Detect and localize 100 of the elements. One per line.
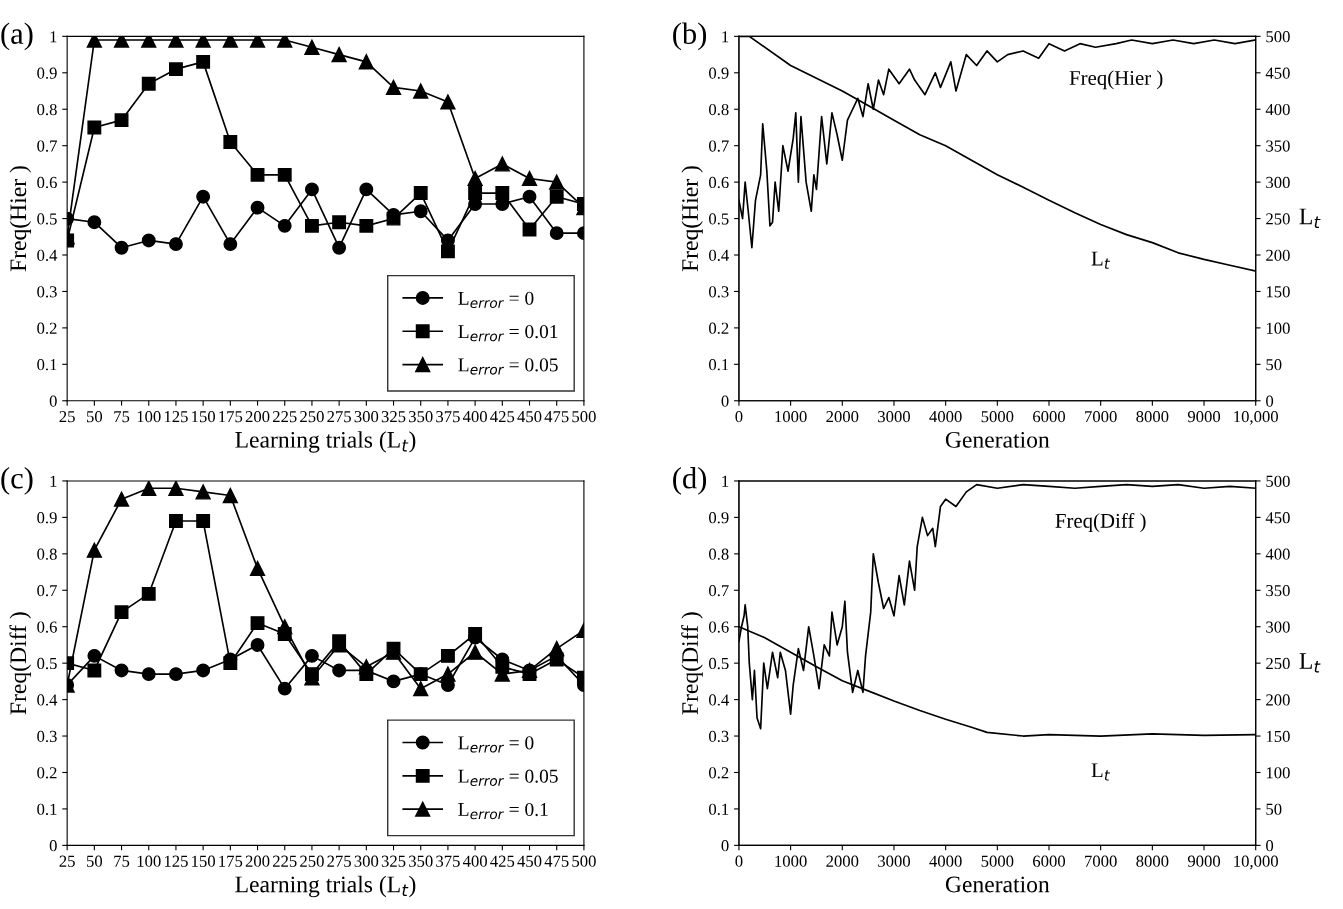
x-tick-label: 9000	[1187, 410, 1221, 423]
y-axis-title: Freq(Diff )	[9, 612, 32, 715]
y2-tick-label: 350	[1266, 584, 1290, 597]
y-tick-label: 0.8	[37, 548, 57, 560]
y-tick-label: 0.7	[37, 584, 57, 597]
x-axis-title: Learning trials (L$_{t}$)	[235, 875, 416, 898]
y-tick-label: 0.2	[37, 322, 57, 334]
x-tick-label: 500	[572, 410, 596, 423]
series-label: L$_{t}$	[1091, 763, 1111, 781]
y-tick-label: 0.8	[709, 548, 729, 560]
x-tick-label: 5000	[981, 410, 1014, 423]
x-tick-label: 3000	[878, 410, 910, 423]
y2-tick-label: 0	[1266, 395, 1274, 407]
x-tick-label: 6000	[1033, 410, 1066, 423]
x-tick-label: 475	[544, 855, 569, 867]
y2-tick-label: 0	[1266, 840, 1274, 852]
y2-tick-label: 100	[1266, 322, 1290, 334]
y2-tick-label: 500	[1266, 475, 1290, 487]
y-tick-label: 0	[49, 395, 57, 407]
y-tick-label: 0.3	[37, 730, 57, 743]
chart-title: (a)	[1, 22, 33, 51]
y-tick-label: 0.9	[709, 67, 729, 79]
x-tick-label: 3000	[878, 855, 910, 867]
x-tick-label: 375	[436, 411, 460, 423]
x-tick-label: 7000	[1085, 855, 1117, 867]
y-tick-label: 0.3	[37, 286, 57, 298]
y-tick-label: 0.6	[709, 176, 729, 189]
x-tick-label: 225	[272, 855, 297, 867]
y2-tick-label: 250	[1266, 213, 1290, 225]
y-tick-label: 0.1	[709, 359, 729, 371]
x-tick-label: 450	[517, 855, 542, 867]
x-tick-label: 475	[544, 411, 569, 423]
y2-tick-label: 100	[1266, 767, 1290, 779]
x-tick-label: 500	[572, 855, 596, 867]
y-tick-label: 1	[722, 475, 729, 487]
x-tick-label: 2000	[826, 410, 859, 423]
y-tick-label: 0.4	[709, 694, 729, 706]
y-tick-label: 0.2	[709, 767, 729, 779]
x-tick-label: 1000	[775, 855, 807, 867]
x-axis-title: Generation	[945, 431, 1050, 448]
y2-tick-label: 200	[1266, 694, 1290, 706]
x-tick-label: 350	[409, 410, 433, 423]
y-tick-label: 0.7	[37, 140, 57, 152]
x-tick-label: 125	[164, 855, 188, 867]
x-tick-label: 400	[462, 410, 487, 423]
x-tick-label: 10,000	[1234, 855, 1278, 870]
y2-tick-label: 200	[1266, 249, 1290, 261]
y-tick-label: 0.7	[709, 584, 729, 597]
y-tick-label: 0.9	[37, 67, 57, 79]
x-axis-title: Learning trials (L$_{t}$)	[235, 431, 416, 453]
y-tick-label: 0.2	[37, 767, 57, 779]
y-tick-label: 0.6	[37, 621, 57, 633]
x-tick-label: 100	[137, 410, 161, 423]
x-tick-label: 9000	[1187, 855, 1221, 867]
x-tick-label: 4000	[929, 855, 962, 867]
x-tick-label: 6000	[1033, 855, 1066, 867]
x-tick-label: 50	[86, 410, 103, 423]
y-tick-label: 0.3	[709, 730, 729, 743]
x-tick-label: 75	[114, 855, 130, 867]
y-tick-label: 0.4	[37, 694, 58, 706]
y-tick-label: 1	[50, 31, 57, 43]
x-tick-label: 400	[462, 855, 487, 867]
x-tick-label: 450	[517, 410, 542, 423]
y2-tick-label: 450	[1265, 67, 1290, 79]
x-tick-label: 200	[245, 855, 270, 867]
x-tick-label: 100	[137, 855, 161, 867]
legend-label: L$_{error}$ = 0.01	[458, 325, 558, 342]
legend-label: L$_{error}$ = 0.1	[458, 802, 548, 820]
y-tick-label: 0	[49, 840, 57, 852]
x-tick-label: 275	[327, 411, 351, 423]
y2-axis-title: L$_{t}$	[1299, 653, 1321, 673]
legend-label: L$_{error}$ = 0	[458, 291, 534, 309]
y2-tick-label: 350	[1266, 140, 1290, 152]
y2-tick-label: 300	[1266, 621, 1290, 633]
chart-title: (d)	[673, 467, 707, 495]
series-label: Freq(Hier )	[1069, 70, 1163, 90]
y-tick-label: 0.9	[37, 512, 57, 524]
x-tick-label: 250	[300, 410, 324, 423]
y-tick-label: 0.8	[37, 103, 57, 116]
y-tick-label: 1	[722, 31, 729, 43]
x-tick-label: 25	[59, 855, 75, 867]
x-tick-label: 2000	[826, 855, 859, 867]
x-tick-label: 75	[114, 411, 130, 423]
y-tick-label: 0.1	[37, 359, 57, 371]
x-tick-label: 175	[219, 855, 243, 867]
series-label: L$_{t}$	[1091, 251, 1111, 269]
y-tick-label: 0.1	[709, 803, 729, 815]
chart-title: (c)	[1, 467, 33, 495]
y-tick-label: 1	[50, 475, 57, 487]
x-tick-label: 225	[272, 411, 297, 423]
x-tick-label: 8000	[1136, 410, 1169, 423]
x-tick-label: 275	[327, 855, 351, 867]
y2-axis-title: L$_{t}$	[1299, 208, 1321, 228]
y2-tick-label: 500	[1266, 31, 1290, 43]
x-tick-label: 200	[245, 410, 270, 423]
x-tick-label: 25	[59, 411, 75, 423]
y-tick-label: 0.4	[37, 249, 58, 262]
y-tick-label: 0	[721, 840, 729, 852]
y2-tick-label: 50	[1266, 359, 1282, 371]
y-tick-label: 0.4	[709, 249, 729, 262]
